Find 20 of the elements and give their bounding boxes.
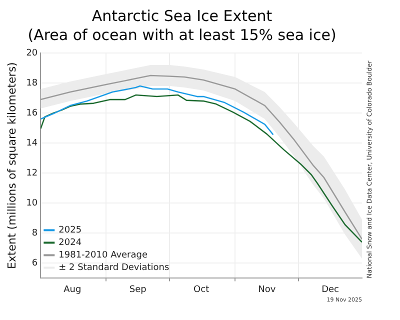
y-tick-label: 12 xyxy=(26,168,38,178)
x-tick-label: Oct xyxy=(194,284,210,295)
chart-subtitle: (Area of ocean with at least 15% sea ice) xyxy=(28,26,336,44)
y-axis-title: Extent (millions of square kilometers) xyxy=(5,62,18,270)
y-tick-label: 18 xyxy=(26,78,38,88)
y-tick-label: 14 xyxy=(26,138,38,148)
x-tick-label: Dec xyxy=(322,284,340,295)
legend-label: 1981-2010 Average xyxy=(58,250,148,261)
y-tick-label: 8 xyxy=(32,228,38,239)
y-tick-label: 6 xyxy=(32,258,38,269)
y-tick-label: 10 xyxy=(26,198,38,208)
x-tick-label: Nov xyxy=(258,284,276,295)
annotation: ± 2 Standard Deviations xyxy=(58,263,170,274)
chart-title: Antarctic Sea Ice Extent xyxy=(92,6,272,25)
x-tick-label: Aug xyxy=(64,284,82,295)
x-tick-label: Sep xyxy=(129,284,147,295)
y-tick-label: 16 xyxy=(26,108,38,118)
y-tick-label: 20 xyxy=(26,48,38,58)
legend-label: 2025 xyxy=(58,226,82,236)
legend-label: 2024 xyxy=(58,238,82,248)
